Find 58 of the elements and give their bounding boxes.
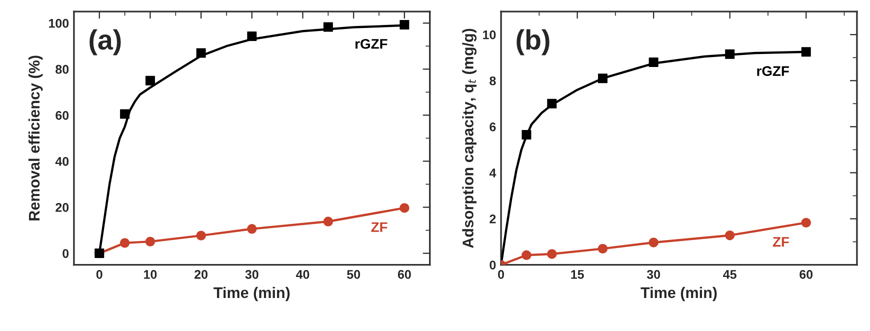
y-tick-label: 4	[489, 168, 496, 178]
text: (a)	[90, 29, 121, 56]
x-tick-label: 30	[646, 270, 660, 279]
x-axis-title: Time (min)	[640, 286, 717, 302]
y-tick-label: 80	[56, 64, 69, 74]
x-tick-label: 30	[245, 270, 258, 279]
point	[598, 74, 608, 84]
x-tick-label: 60	[398, 270, 411, 279]
y-axis-title: Removal efficiency (%)	[28, 56, 43, 220]
x-tick-label: 15	[571, 270, 584, 279]
point	[547, 249, 557, 259]
x-axis-title: Time (min)	[214, 286, 290, 302]
x-tick-label: 60	[800, 270, 813, 279]
point	[725, 49, 735, 59]
point	[196, 230, 206, 240]
series-label: ZF	[772, 237, 789, 247]
x-tick-label: 40	[296, 270, 310, 279]
series-label: rGZF	[757, 66, 789, 76]
y-tick-label: 60	[56, 110, 69, 120]
point	[648, 238, 658, 248]
point	[648, 57, 658, 67]
y-tick-label: 8	[490, 76, 496, 86]
y-tick-label: 10	[483, 30, 496, 40]
text: (b)	[516, 29, 550, 56]
y-tick-label: 40	[55, 157, 69, 166]
point	[801, 47, 811, 57]
x-tick-label: 50	[347, 270, 360, 279]
point	[145, 76, 155, 86]
point	[323, 22, 333, 32]
point	[120, 238, 130, 248]
point	[400, 20, 410, 30]
point	[547, 98, 557, 108]
x-tick-label: 45	[723, 270, 736, 279]
y-tick-label: 6	[490, 122, 496, 132]
point	[247, 224, 257, 234]
point	[801, 218, 811, 228]
y-tick-label: 20	[56, 203, 69, 212]
x-tick-label: 10	[144, 270, 157, 279]
point	[724, 230, 735, 240]
point	[522, 130, 532, 140]
point	[247, 31, 257, 41]
point	[120, 109, 130, 119]
point	[522, 250, 532, 260]
series-label: rGZF	[356, 38, 388, 49]
y-tick-label: 2	[490, 214, 496, 224]
x-tick-label: 20	[194, 270, 208, 279]
y-tick-label: 0	[490, 260, 496, 270]
x-tick-label: 0	[498, 270, 504, 279]
point	[598, 244, 608, 254]
point	[400, 203, 410, 213]
y-axis-title: Adsorption capacity, q$_{t}$ (mg/g)	[462, 28, 477, 248]
y-tick-label: 0	[62, 249, 69, 258]
point	[323, 216, 334, 226]
point	[196, 48, 206, 58]
x-tick-label: 0	[96, 270, 102, 279]
series-label: ZF	[371, 222, 388, 232]
y-tick-label: 100	[49, 18, 69, 28]
point	[145, 236, 156, 246]
